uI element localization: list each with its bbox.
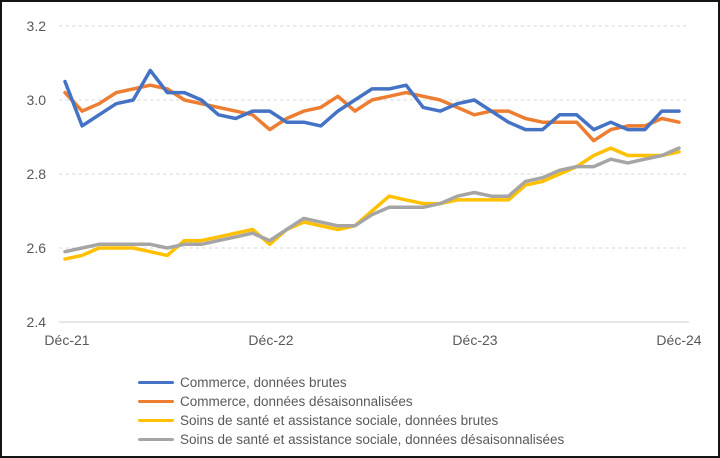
legend-item-soins-desaisonnalisees: Soins de santé et assistance sociale, do… <box>138 430 564 449</box>
x-tick-label: Déc-21 <box>44 332 90 348</box>
legend-item-commerce-desaisonnalisees: Commerce, données désaisonnalisées <box>138 392 564 411</box>
y-tick-label: 2.6 <box>26 240 46 256</box>
legend-label: Commerce, données brutes <box>180 375 347 390</box>
legend-item-commerce-brutes: Commerce, données brutes <box>138 373 564 392</box>
y-tick-label: 3.0 <box>26 92 46 108</box>
y-tick-label: 2.8 <box>26 166 46 182</box>
x-tick-label: Déc-22 <box>248 332 294 348</box>
legend-swatch-gray <box>138 437 174 442</box>
gridlines <box>59 25 689 323</box>
series-line-3 <box>63 146 681 254</box>
series-line-0 <box>63 68 681 132</box>
legend-label: Commerce, données désaisonnalisées <box>180 394 413 409</box>
chart-legend: Commerce, données brutes Commerce, donné… <box>138 373 564 449</box>
legend-item-soins-brutes: Soins de santé et assistance sociale, do… <box>138 411 564 430</box>
series-line-2 <box>63 146 681 261</box>
y-tick-label: 3.2 <box>26 18 46 34</box>
legend-label: Soins de santé et assistance sociale, do… <box>180 413 499 428</box>
legend-swatch-orange <box>138 399 174 404</box>
series-group <box>63 68 681 261</box>
y-tick-label: 2.4 <box>26 314 46 330</box>
series-line-1 <box>63 83 681 143</box>
legend-swatch-blue <box>138 380 174 385</box>
legend-label: Soins de santé et assistance sociale, do… <box>180 432 565 447</box>
x-tick-label: Déc-24 <box>656 332 702 348</box>
legend-swatch-yellow <box>138 418 174 423</box>
x-tick-label: Déc-23 <box>452 332 498 348</box>
